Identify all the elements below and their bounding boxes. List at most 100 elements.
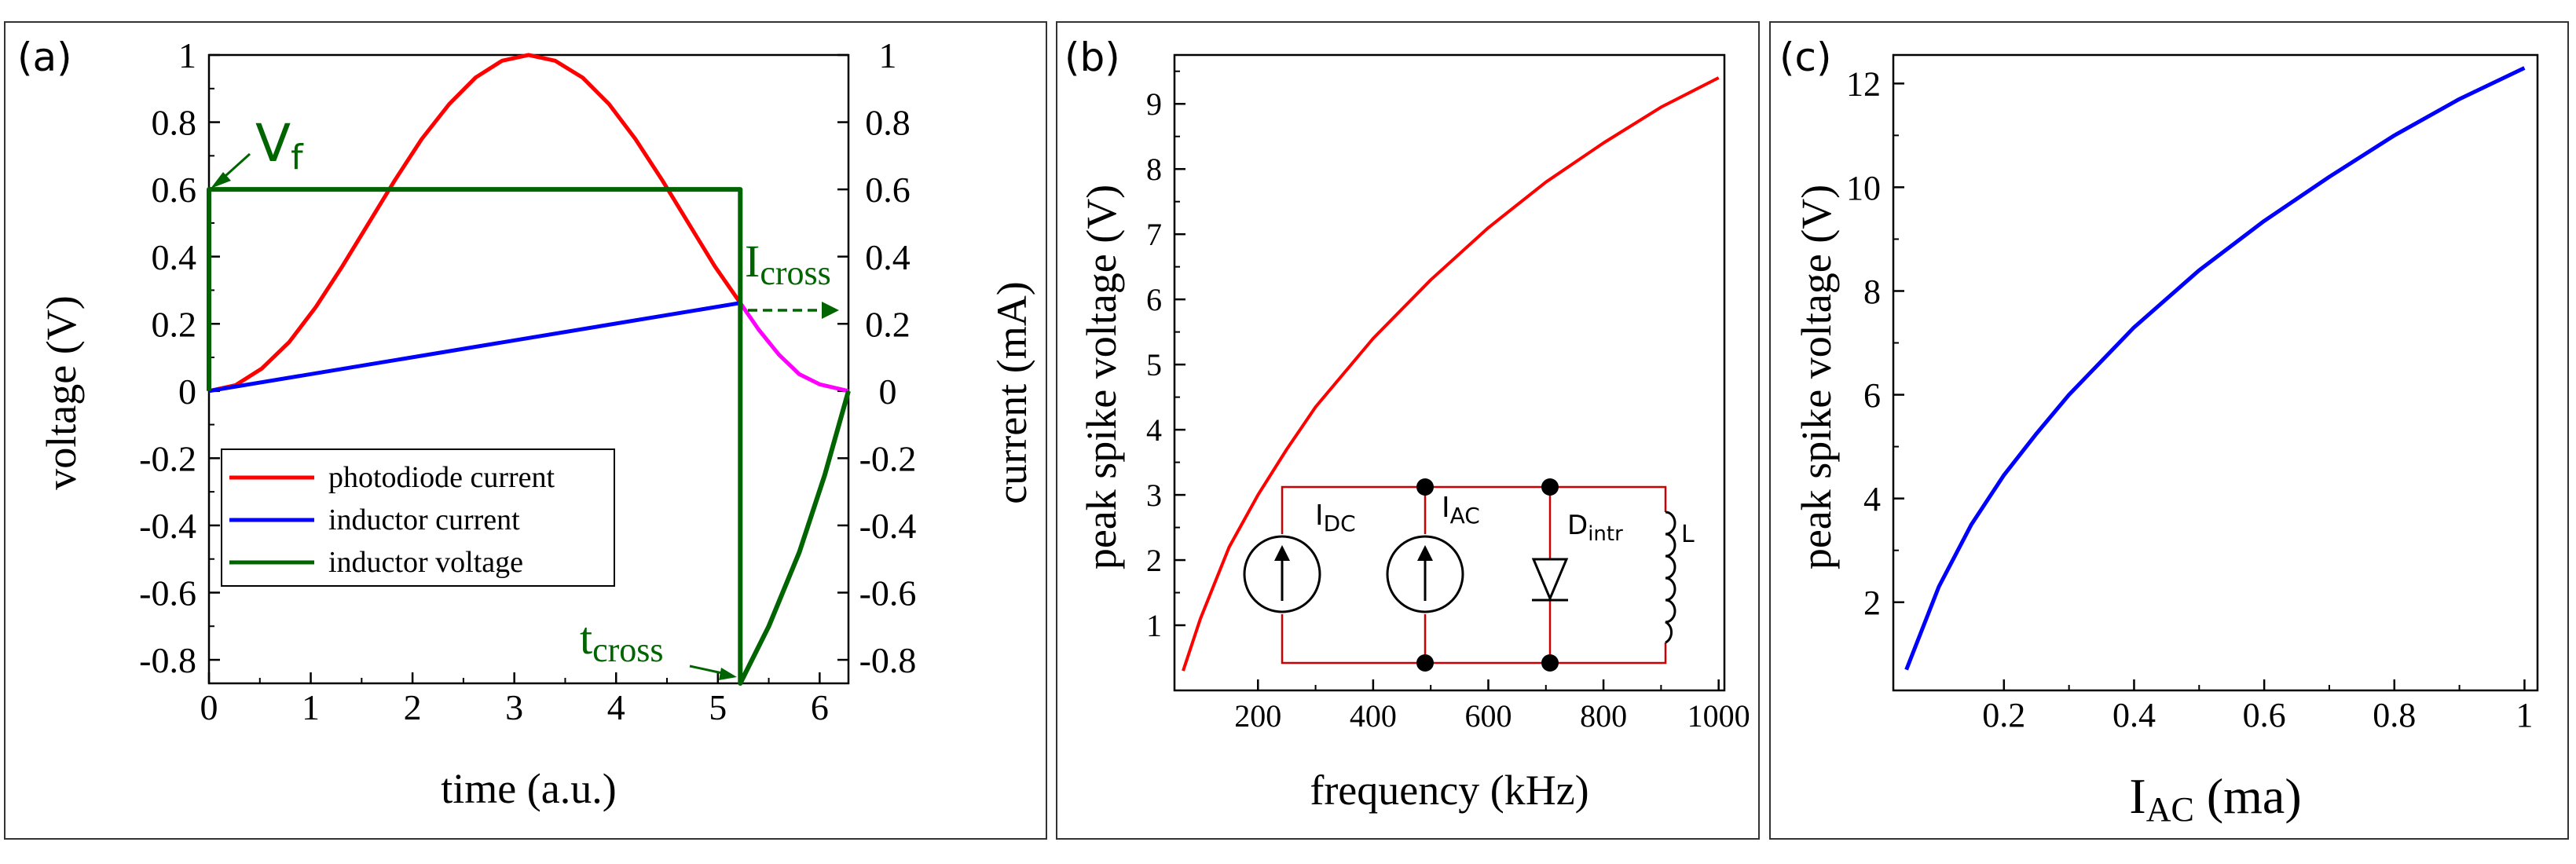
y-right-tick-label: 0.6 [865,170,911,210]
panel-a-ticks: 0 1 2 3 4 5 6 1 1 0.8 0.8 0.6 0.6 0.4 0.4 0.2 0.2 0 0 -0.2 -… [139,35,916,727]
legend-label-inductor-voltage: inductor voltage [328,546,523,579]
annotation-vf-sub: f [291,137,304,178]
annotation-vf: Vf [255,113,304,178]
y-tick-label: 12 [1846,65,1881,104]
panel-a-photodiode-tail-line [738,302,849,394]
y-tick-label: 1 [178,35,196,75]
y-tick-label: 8 [1863,273,1881,311]
panel-a-inductor-voltage-line [207,187,851,686]
annotation-tcross: tcross [580,613,664,669]
y-right-tick-label: -0.8 [859,640,917,680]
y-right-tick-label: -0.6 [859,573,917,613]
panel-a-photodiode-current-line [208,53,742,394]
panel-a-xlabel: time (a.u.) [441,765,616,812]
y-tick-label: 5 [1146,347,1162,383]
annotation-tcross-main: t [580,613,592,664]
panel-b-ticks: 200 400 600 800 1000 1 2 3 4 5 6 7 8 9 [1146,70,1750,734]
panel-c-axes [1892,53,2539,692]
panel-c-xlabel-sub: AC [2146,790,2194,829]
panel-a-frame [4,21,1047,840]
y-tick-label: 8 [1146,152,1162,187]
idc-label-main: I [1315,500,1324,532]
panel-b-peak-voltage-line [1182,76,1720,672]
x-tick-label: 0 [200,687,218,727]
y-tick-label: 7 [1146,217,1162,252]
panel-c-peak-voltage-line [1904,66,2526,671]
x-tick-label: 0.6 [2243,696,2286,734]
panel-a-inductor-current-line [208,301,741,394]
panel-b-frame [1056,21,1760,840]
panel-b-label: (b) [1064,35,1120,80]
y-tick-label: 4 [1863,480,1881,518]
panel-b-axes [1173,53,1726,692]
y-tick-label: 0.4 [152,237,197,277]
panel-c-xlabel: IAC (ma) [2129,768,2301,829]
junction-dot [1416,654,1434,672]
y-tick-label: 0 [178,372,196,412]
junction-dot [1416,478,1434,496]
annotation-tcross-arrowhead [719,668,737,680]
dintr-label: Dintr [1567,510,1623,546]
x-tick-label: 1 [2516,696,2533,734]
panel-c-frame [1769,21,2569,840]
dintr-label-sub: intr [1588,522,1623,546]
panel-a-annotations: Vf Icross tcross [211,113,839,680]
panel-c-ylabel: peak spike voltage (V) [1793,185,1840,569]
legend-label-photodiode: photodiode current [328,461,555,494]
x-tick-label: 0.2 [1982,696,2025,734]
junction-dot [1541,478,1559,496]
panel-b-ylabel: peak spike voltage (V) [1078,185,1125,569]
x-tick-label: 4 [607,687,625,727]
dintr-label-main: D [1567,510,1588,541]
idc-label: IDC [1315,500,1356,536]
iac-label-main: I [1442,492,1450,524]
y-tick-label: -0.2 [139,438,196,478]
x-tick-label: 1 [302,687,320,727]
annotation-icross-main: I [745,236,760,287]
y-tick-label: -0.4 [139,506,196,546]
y-right-tick-label: 0 [879,372,897,412]
y-tick-label: 0.2 [152,304,197,344]
panel-a-axes [207,53,850,685]
iac-label-sub: AC [1450,503,1480,529]
y-tick-label: 0.6 [152,170,197,210]
panel-c-xlabel-rest: (ma) [2194,768,2302,824]
annotation-tcross-sub: cross [592,631,663,669]
panel-a-ylabel-left: voltage (V) [38,295,85,489]
panel-c-label: (c) [1779,35,1832,80]
x-tick-label: 400 [1350,698,1397,734]
y-right-tick-label: 1 [879,35,897,75]
y-tick-label: 3 [1146,478,1162,513]
y-right-tick-label: 0.2 [865,304,911,344]
panel-a-ylabel-right: current (mA) [988,281,1035,503]
y-right-tick-label: 0.4 [865,237,911,277]
y-tick-label: 6 [1863,376,1881,415]
y-tick-label: 2 [1863,584,1881,622]
x-tick-label: 600 [1464,698,1512,734]
annotation-icross: Icross [745,236,831,292]
annotation-vf-arrowhead [211,172,231,189]
x-tick-label: 3 [505,687,523,727]
annotation-tcross-arrow [689,664,727,675]
panel-c-xlabel-main: I [2129,768,2145,824]
annotation-vf-main: V [255,113,291,174]
x-tick-label: 0.8 [2373,696,2416,734]
y-tick-label: 4 [1146,412,1162,448]
circuit-inset: IDC IAC Dintr L [1243,478,1695,672]
y-tick-label: -0.6 [139,573,196,613]
legend-label-inductor-current: inductor current [328,503,520,536]
inductor-coil [1665,511,1676,644]
y-tick-label: -0.8 [139,640,196,680]
y-tick-label: 9 [1146,86,1162,122]
x-tick-label: 200 [1234,698,1281,734]
x-tick-label: 0.4 [2112,696,2156,734]
y-right-tick-label: -0.2 [859,438,917,478]
junction-dot [1541,654,1559,672]
x-tick-label: 800 [1580,698,1627,734]
panel-a-label: (a) [17,35,72,80]
annotation-icross-sub: cross [760,254,830,292]
x-tick-label: 6 [811,687,829,727]
y-right-tick-label: -0.4 [859,506,917,546]
